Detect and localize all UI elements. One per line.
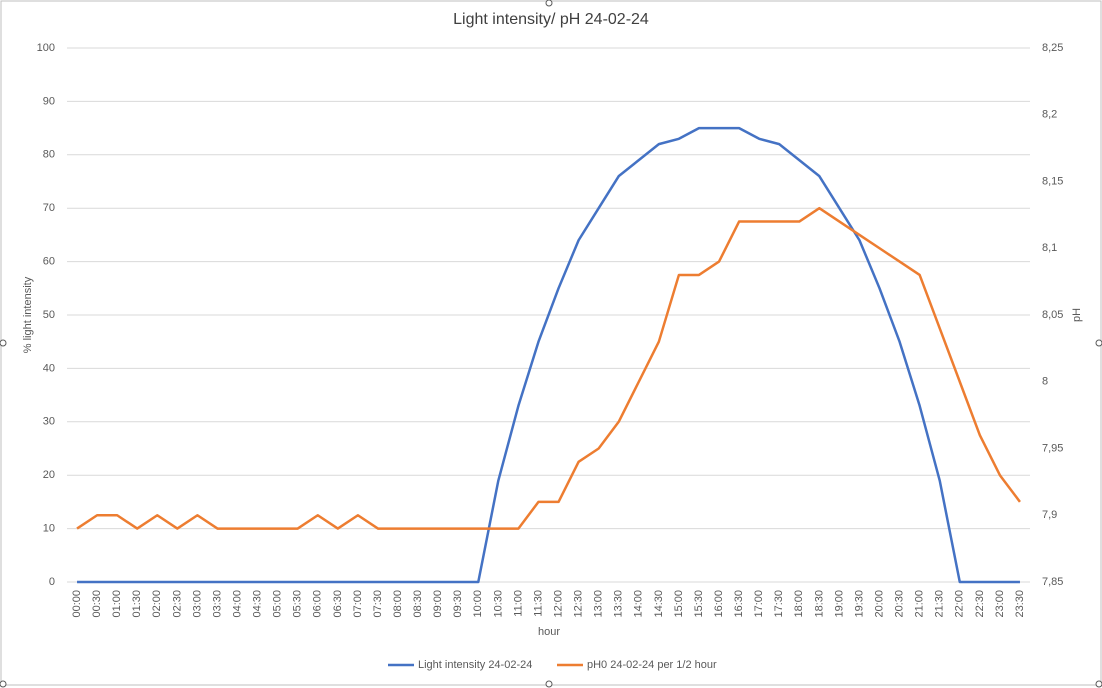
y-tick-label: 50 — [43, 309, 55, 321]
x-tick-label: 13:00 — [593, 590, 605, 618]
x-tick-label: 10:30 — [492, 590, 504, 618]
y-tick-label: 90 — [43, 95, 55, 107]
x-tick-label: 22:30 — [974, 590, 986, 618]
x-tick-label: 00:30 — [91, 590, 103, 618]
x-tick-label: 16:30 — [733, 590, 745, 618]
x-tick-label: 05:00 — [272, 590, 284, 618]
x-tick-label: 01:00 — [111, 590, 123, 618]
y2-tick-label: 8,1 — [1042, 242, 1057, 254]
y-tick-label: 30 — [43, 416, 55, 428]
x-axis-label: hour — [538, 626, 560, 638]
y2-tick-label: 8,2 — [1042, 109, 1057, 121]
x-tick-label: 17:00 — [753, 590, 765, 618]
x-tick-label: 08:30 — [412, 590, 424, 618]
x-tick-label: 00:00 — [71, 590, 83, 618]
x-tick-label: 14:30 — [653, 590, 665, 618]
x-tick-label: 01:30 — [131, 590, 143, 618]
y2-tick-label: 8,15 — [1042, 175, 1063, 187]
y2-tick-label: 7,85 — [1042, 576, 1063, 588]
x-tick-label: 05:30 — [292, 590, 304, 618]
x-tick-label: 23:30 — [1014, 590, 1026, 618]
y-tick-label: 0 — [49, 576, 55, 588]
y-tick-label: 100 — [37, 42, 55, 54]
x-tick-label: 06:30 — [332, 590, 344, 618]
x-tick-label: 18:30 — [813, 590, 825, 618]
x-tick-label: 09:30 — [452, 590, 464, 618]
y-tick-label: 80 — [43, 149, 55, 161]
x-tick-label: 11:00 — [512, 590, 524, 617]
x-tick-label: 12:30 — [573, 590, 585, 618]
x-tick-label: 16:00 — [713, 590, 725, 618]
y-tick-label: 40 — [43, 362, 55, 374]
x-tick-label: 04:00 — [231, 590, 243, 618]
y2-tick-label: 8,05 — [1042, 309, 1063, 321]
x-tick-label: 19:30 — [853, 590, 865, 618]
x-tick-label: 14:00 — [633, 590, 645, 618]
x-tick-label: 20:30 — [894, 590, 906, 618]
x-tick-label: 06:00 — [312, 590, 324, 618]
x-tick-label: 15:00 — [673, 590, 685, 618]
series-line — [77, 126, 1020, 584]
x-tick-label: 15:30 — [693, 590, 705, 618]
x-tick-label: 02:00 — [151, 590, 163, 618]
legend-label: Light intensity 24-02-24 — [418, 659, 532, 671]
y2-axis-label: pH — [1071, 308, 1083, 322]
y-axis-label: % light intensity — [22, 276, 34, 353]
x-tick-label: 02:30 — [171, 590, 183, 618]
x-tick-label: 08:00 — [392, 590, 404, 618]
x-tick-label: 09:00 — [432, 590, 444, 618]
series-line — [76, 206, 1021, 530]
x-tick-label: 21:30 — [934, 590, 946, 618]
x-tick-label: 07:30 — [372, 590, 384, 618]
x-tick-label: 18:00 — [793, 590, 805, 618]
x-tick-label: 04:30 — [252, 590, 264, 618]
y2-tick-label: 8 — [1042, 376, 1048, 388]
x-tick-label: 22:00 — [954, 590, 966, 618]
y2-tick-label: 8,25 — [1042, 42, 1063, 54]
x-tick-label: 11:30 — [532, 590, 544, 617]
y2-tick-label: 7,9 — [1042, 509, 1057, 521]
x-tick-label: 12:00 — [552, 590, 564, 618]
y-tick-label: 60 — [43, 256, 55, 268]
y-tick-label: 20 — [43, 469, 55, 481]
x-tick-label: 19:00 — [833, 590, 845, 618]
legend-label: pH0 24-02-24 per 1/2 hour — [587, 659, 717, 671]
x-tick-label: 17:30 — [773, 590, 785, 618]
y-tick-label: 70 — [43, 202, 55, 214]
x-tick-label: 07:00 — [352, 590, 364, 618]
y-tick-label: 10 — [43, 523, 55, 535]
chart-title: Light intensity/ pH 24-02-24 — [453, 11, 649, 28]
x-tick-label: 20:00 — [873, 590, 885, 618]
y2-tick-label: 7,95 — [1042, 442, 1063, 454]
x-tick-label: 21:00 — [914, 590, 926, 618]
x-tick-label: 23:00 — [994, 590, 1006, 618]
x-tick-label: 13:30 — [613, 590, 625, 618]
x-tick-label: 03:00 — [191, 590, 203, 618]
x-tick-label: 03:30 — [211, 590, 223, 618]
x-tick-label: 10:00 — [472, 590, 484, 618]
